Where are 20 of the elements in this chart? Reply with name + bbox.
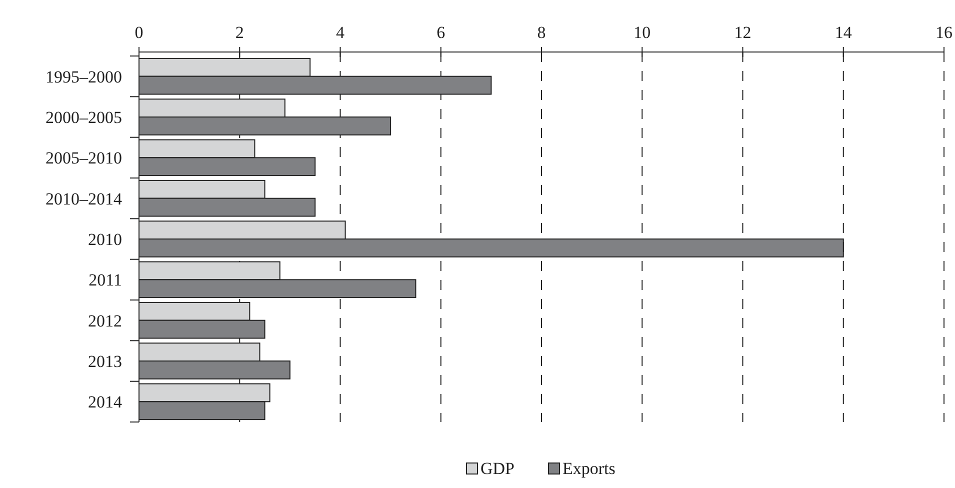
y-tick-label: 2000–2005	[46, 108, 122, 127]
x-tick-label: 12	[734, 23, 752, 42]
y-tick-label: 1995–2000	[46, 67, 122, 86]
y-tick-label: 2010	[88, 230, 122, 249]
y-tick-label: 2014	[88, 392, 122, 412]
x-tick-label: 2	[235, 23, 244, 42]
x-tick-label: 16	[936, 23, 952, 42]
y-tick-label: 2012	[88, 311, 122, 330]
x-tick-label: 10	[634, 23, 651, 42]
legend-label: Exports	[562, 459, 616, 478]
legend-label: GDP	[480, 459, 515, 478]
x-tick-label: 8	[537, 23, 546, 42]
x-tick-label: 0	[134, 23, 144, 42]
y-tick-label: 2010–2014	[46, 189, 122, 208]
y-tick-label: 2011	[88, 270, 122, 290]
x-tick-label: 6	[436, 23, 446, 42]
y-tick-label: 2005–2010	[46, 148, 122, 168]
y-tick-label: 2013	[88, 352, 122, 371]
x-tick-label: 14	[834, 23, 852, 42]
x-tick-label: 4	[336, 23, 345, 42]
